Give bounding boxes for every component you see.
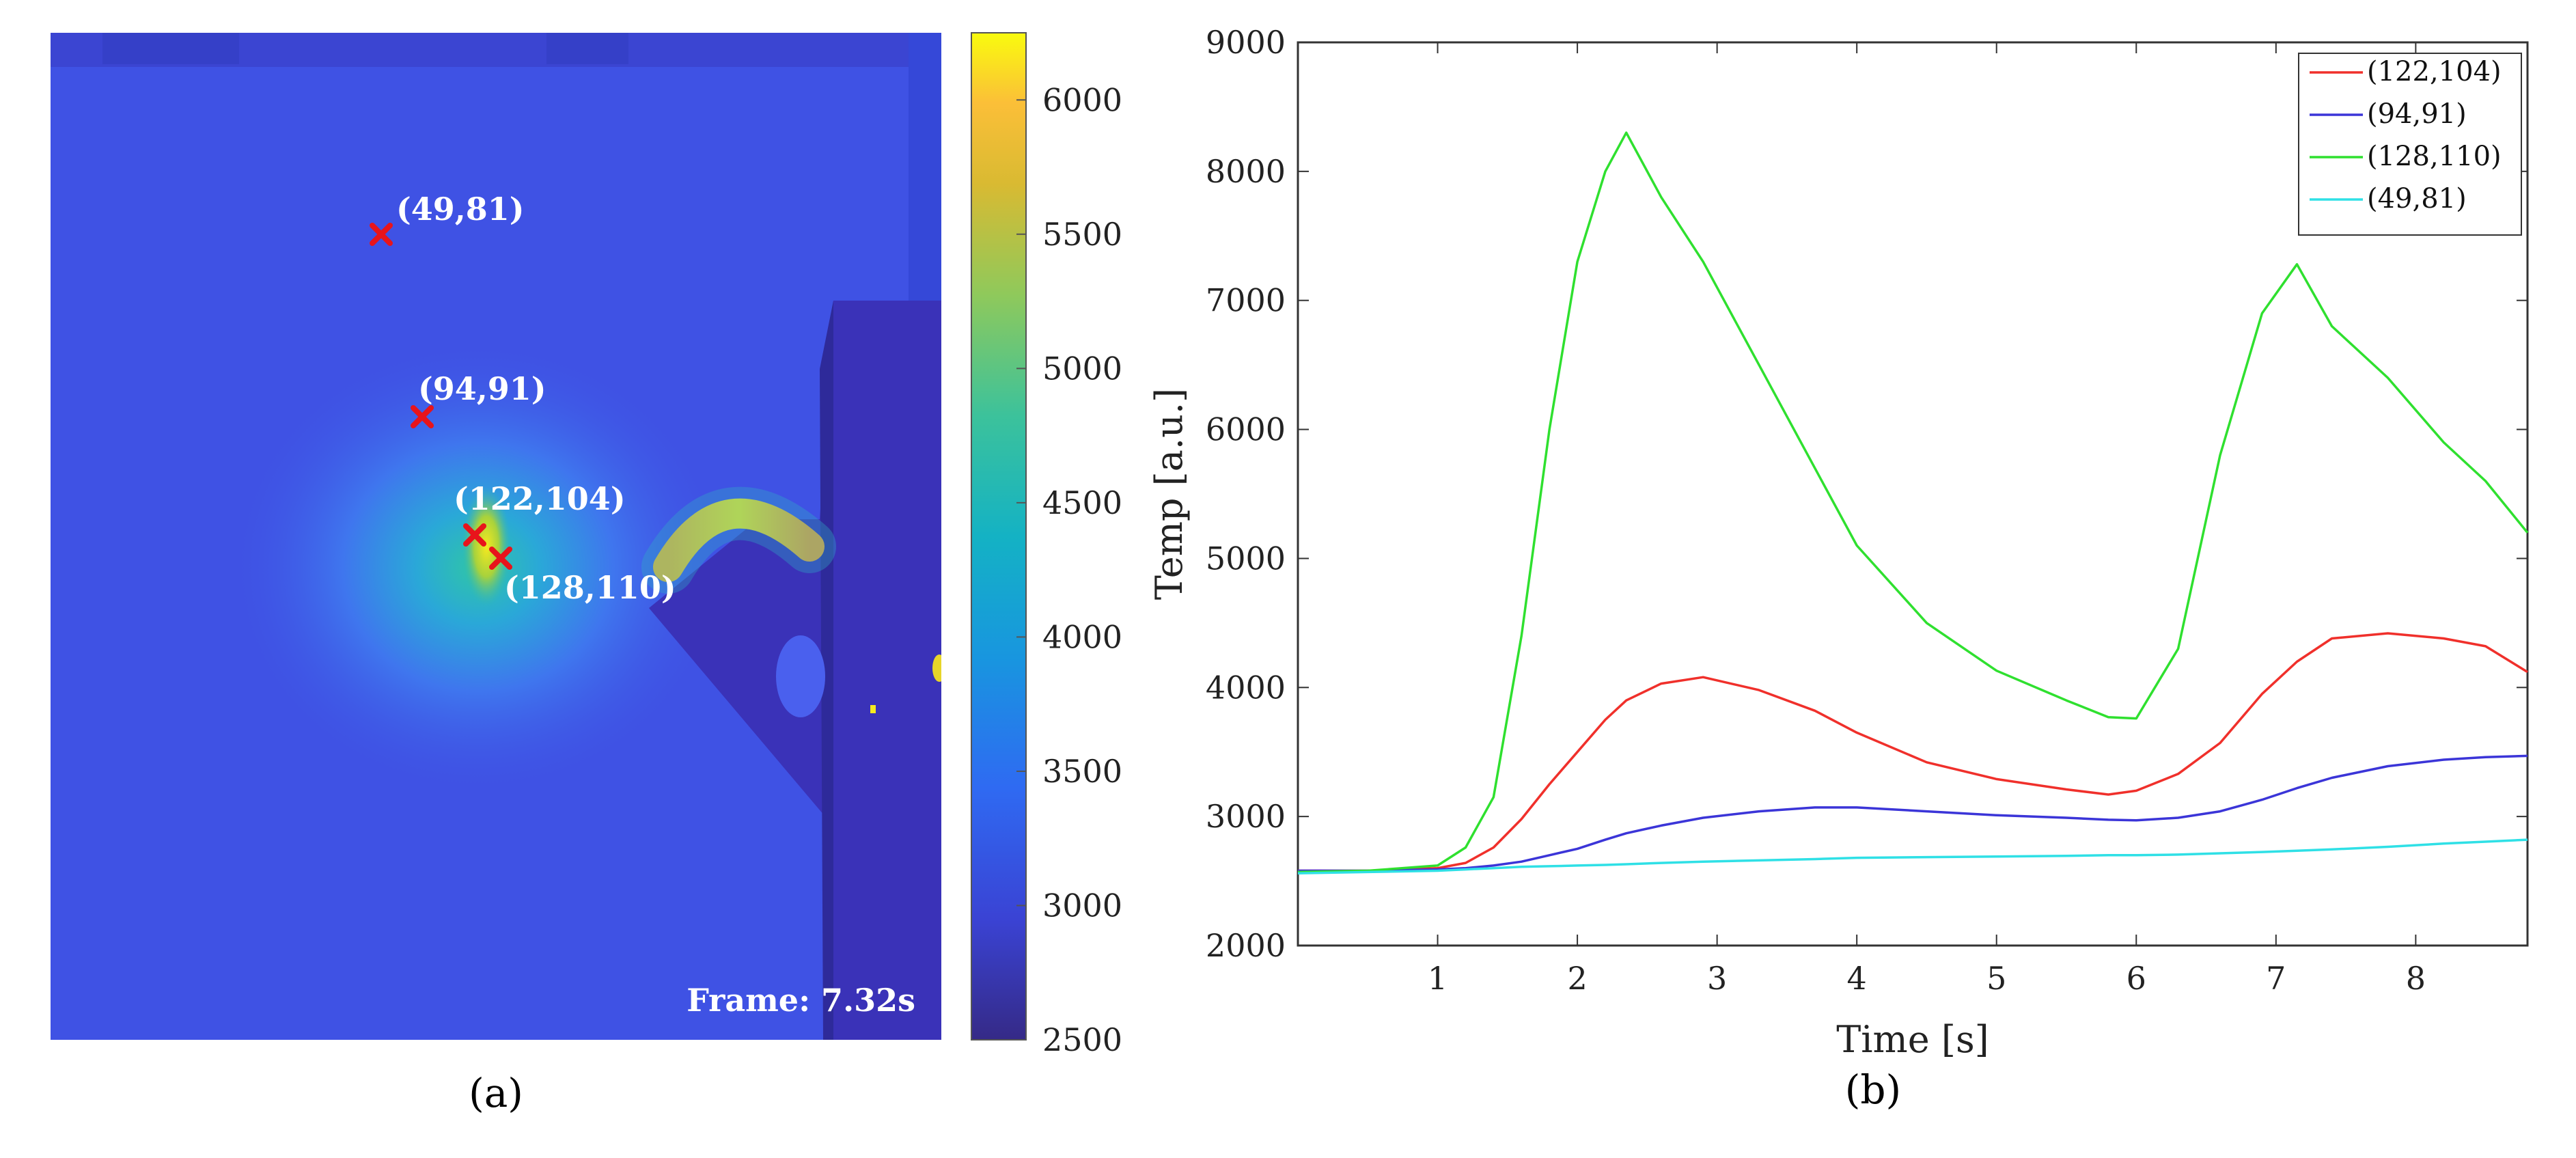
- colorbar-tick-label: 5500: [1042, 216, 1122, 253]
- markers: [370, 223, 512, 570]
- marker-94-91: [411, 405, 434, 428]
- marker-128-110: [489, 547, 512, 570]
- marker-49-81: [370, 223, 393, 246]
- colorbar-tick-label: 5000: [1042, 350, 1122, 387]
- colorbar-tick-label: 3000: [1042, 887, 1122, 924]
- chart-legend: (122,104) (94,91) (128,110) (49,81): [2298, 53, 2522, 236]
- y-tick-label: 2000: [1206, 927, 1286, 964]
- colorbar-tick-label: 6000: [1042, 81, 1122, 118]
- x-tick-label: 8: [2406, 960, 2426, 997]
- series-line-3: [1297, 838, 2528, 874]
- hot-arc-glow: [641, 486, 836, 594]
- y-tick-label: 9000: [1206, 24, 1286, 61]
- fixture-hole: [776, 635, 825, 717]
- x-tick-label: 5: [1986, 960, 2006, 997]
- chart-lines: [1297, 131, 2529, 874]
- colorbar-tick-label: 4000: [1042, 618, 1122, 655]
- legend-box: [2298, 53, 2522, 236]
- panel-b-label: (b): [1845, 1066, 1901, 1113]
- legend-label: (49,81): [2367, 183, 2467, 215]
- series-line-1: [1298, 754, 2528, 872]
- panel-a-label: (a): [469, 1070, 523, 1116]
- frame-time-label: Frame: 7.32s: [687, 982, 915, 1019]
- x-tick-label: 6: [2127, 960, 2146, 997]
- series-line-2: [1297, 131, 2529, 874]
- x-tick-label: 7: [2266, 960, 2286, 997]
- y-tick-label: 5000: [1206, 540, 1286, 577]
- marker-label-94-91: (94,91): [418, 370, 546, 407]
- thermal-hot-core: [462, 486, 511, 607]
- y-axis-label: Temp [a.u.]: [1148, 388, 1191, 600]
- colorbar-tick-label: 3500: [1042, 753, 1122, 790]
- legend-label: (122,104): [2367, 56, 2502, 87]
- hot-arc: [653, 498, 825, 582]
- hot-pixel: [870, 705, 876, 713]
- legend-label: (128,110): [2367, 141, 2502, 172]
- thermal-top-block-2: [546, 33, 628, 64]
- fixture-edge: [820, 301, 833, 1040]
- marker-label-49-81: (49,81): [396, 191, 525, 228]
- marker-122-104: [463, 523, 486, 547]
- y-tick-label: 8000: [1206, 153, 1286, 190]
- right-edge-hotspot: [932, 654, 941, 682]
- thermal-top-block-1: [102, 33, 239, 64]
- y-tick-label: 3000: [1206, 798, 1286, 835]
- thermal-image-panel: [51, 33, 941, 1040]
- colorbar-tick-label: 2500: [1042, 1021, 1122, 1058]
- line-chart: 1 2 3 4 5 6 7 8 2000 3000 4000 5000 6000 7000 8000 9000…: [1148, 24, 2529, 1113]
- colorbar: [971, 32, 1027, 1040]
- legend-label: (94,91): [2367, 98, 2467, 130]
- colorbar-ticks: 6000 5500 5000 4500 4000 3500 3000 2500: [1016, 81, 1122, 1058]
- marker-label-128-110: (128,110): [504, 569, 676, 606]
- x-axis-label: Time [s]: [1836, 1018, 1989, 1061]
- y-tick-label: 4000: [1206, 669, 1286, 706]
- y-tick-label: 7000: [1206, 282, 1286, 319]
- colorbar-tick-label: 4500: [1042, 484, 1122, 521]
- x-tick-label: 3: [1707, 960, 1727, 997]
- series-line-0: [1298, 632, 2528, 872]
- marker-label-122-104: (122,104): [454, 480, 626, 517]
- x-tick-label: 2: [1567, 960, 1587, 997]
- y-tick-label: 6000: [1206, 411, 1286, 448]
- x-tick-label: 4: [1847, 960, 1867, 997]
- x-tick-label: 1: [1428, 960, 1448, 997]
- chart-ticks: 1 2 3 4 5 6 7 8 2000 3000 4000 5000 6000 7000 8000 9000: [1206, 24, 2527, 997]
